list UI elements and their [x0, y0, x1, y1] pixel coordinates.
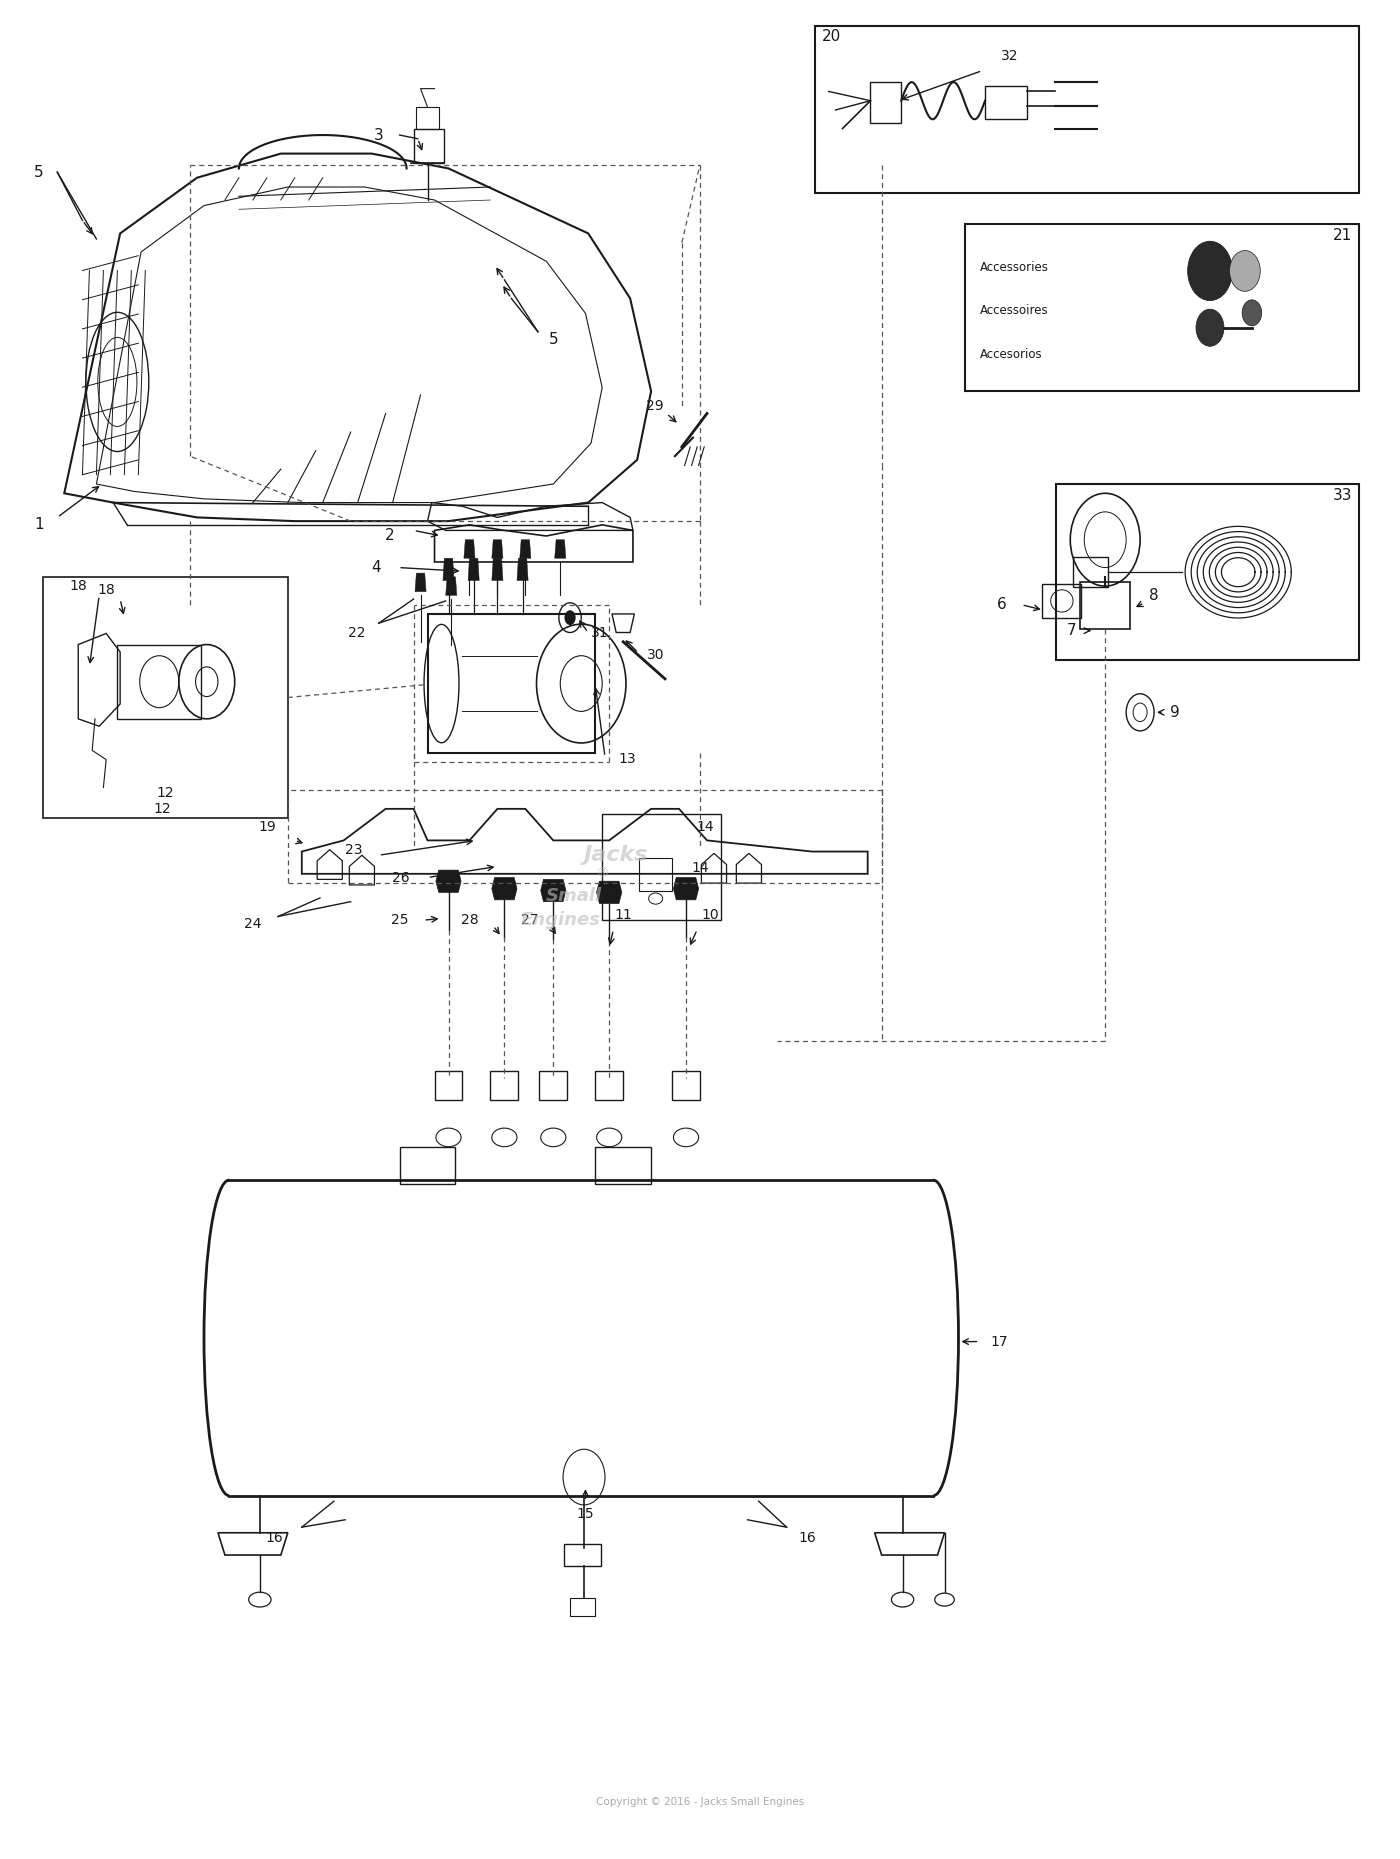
Bar — [399, 1147, 455, 1184]
Bar — [871, 82, 902, 123]
Text: 29: 29 — [647, 400, 664, 413]
Bar — [1043, 584, 1081, 617]
Bar — [118, 645, 202, 719]
Bar — [413, 130, 444, 164]
Bar — [672, 1071, 700, 1101]
Text: 27: 27 — [521, 913, 538, 928]
Text: 10: 10 — [701, 907, 718, 922]
Polygon shape — [491, 558, 503, 580]
Polygon shape — [468, 558, 479, 580]
Text: 26: 26 — [392, 870, 410, 885]
Bar — [490, 1071, 518, 1101]
Text: 14: 14 — [696, 820, 714, 835]
Text: 18: 18 — [98, 584, 115, 597]
Text: 15: 15 — [577, 1508, 594, 1521]
Bar — [434, 1071, 462, 1101]
Text: 14: 14 — [692, 861, 708, 876]
Polygon shape — [491, 877, 517, 900]
Text: 19: 19 — [258, 820, 276, 835]
Text: 16: 16 — [799, 1532, 816, 1545]
Text: Engines: Engines — [521, 911, 601, 930]
Text: 28: 28 — [461, 913, 479, 928]
Polygon shape — [442, 558, 454, 580]
Text: 24: 24 — [244, 916, 262, 931]
Circle shape — [564, 610, 575, 625]
Text: 16: 16 — [265, 1532, 283, 1545]
Text: 2: 2 — [385, 528, 395, 543]
Circle shape — [1187, 242, 1232, 301]
Text: Accessoires: Accessoires — [980, 305, 1049, 318]
Text: 5: 5 — [35, 165, 43, 180]
Text: 30: 30 — [647, 647, 664, 662]
Text: 6: 6 — [997, 597, 1007, 612]
Text: 31: 31 — [591, 625, 608, 639]
Polygon shape — [540, 879, 566, 902]
Text: 11: 11 — [615, 907, 631, 922]
Text: 7: 7 — [1067, 623, 1077, 638]
Polygon shape — [463, 539, 475, 558]
Text: 32: 32 — [1001, 48, 1019, 63]
Bar — [539, 1071, 567, 1101]
Bar — [595, 1147, 651, 1184]
Text: ®: ® — [595, 866, 609, 881]
Bar — [427, 613, 595, 753]
Bar — [815, 26, 1359, 193]
Text: 21: 21 — [1333, 229, 1352, 244]
Text: 22: 22 — [347, 625, 365, 639]
Text: Accesorios: Accesorios — [980, 348, 1042, 361]
Text: 5: 5 — [549, 331, 559, 348]
Circle shape — [1229, 251, 1260, 292]
Text: 9: 9 — [1170, 705, 1180, 719]
Text: 3: 3 — [374, 128, 384, 143]
Polygon shape — [435, 870, 461, 892]
Polygon shape — [414, 573, 426, 591]
Bar — [638, 857, 672, 890]
Bar — [595, 1071, 623, 1101]
Text: 12: 12 — [157, 786, 175, 799]
Bar — [602, 814, 721, 920]
Bar — [1072, 558, 1107, 587]
Bar — [966, 225, 1359, 390]
Text: Jacks: Jacks — [584, 846, 648, 864]
Polygon shape — [445, 576, 456, 595]
Text: 23: 23 — [344, 842, 363, 857]
Bar — [1056, 483, 1359, 660]
Circle shape — [1242, 299, 1261, 325]
Polygon shape — [491, 539, 503, 558]
Text: 13: 13 — [619, 751, 636, 766]
Text: 33: 33 — [1333, 487, 1352, 502]
Text: 12: 12 — [153, 801, 171, 816]
Polygon shape — [519, 539, 531, 558]
Text: 17: 17 — [990, 1335, 1008, 1348]
Polygon shape — [673, 877, 699, 900]
Polygon shape — [596, 881, 622, 903]
Bar — [570, 1597, 595, 1615]
Circle shape — [1196, 309, 1224, 346]
Bar — [43, 576, 288, 818]
Bar — [1079, 582, 1130, 628]
Bar — [416, 108, 438, 130]
Text: 8: 8 — [1149, 587, 1159, 602]
Polygon shape — [517, 558, 528, 580]
Text: 20: 20 — [822, 30, 841, 45]
Text: 4: 4 — [371, 560, 381, 574]
Text: 18: 18 — [70, 580, 87, 593]
Text: Copyright © 2016 - Jacks Small Engines: Copyright © 2016 - Jacks Small Engines — [596, 1798, 804, 1807]
Text: 1: 1 — [35, 517, 43, 532]
Bar — [564, 1545, 601, 1565]
Text: Accessories: Accessories — [980, 260, 1049, 273]
Bar — [986, 86, 1028, 119]
Polygon shape — [554, 539, 566, 558]
Text: 25: 25 — [391, 913, 409, 928]
Text: Small: Small — [546, 887, 602, 905]
